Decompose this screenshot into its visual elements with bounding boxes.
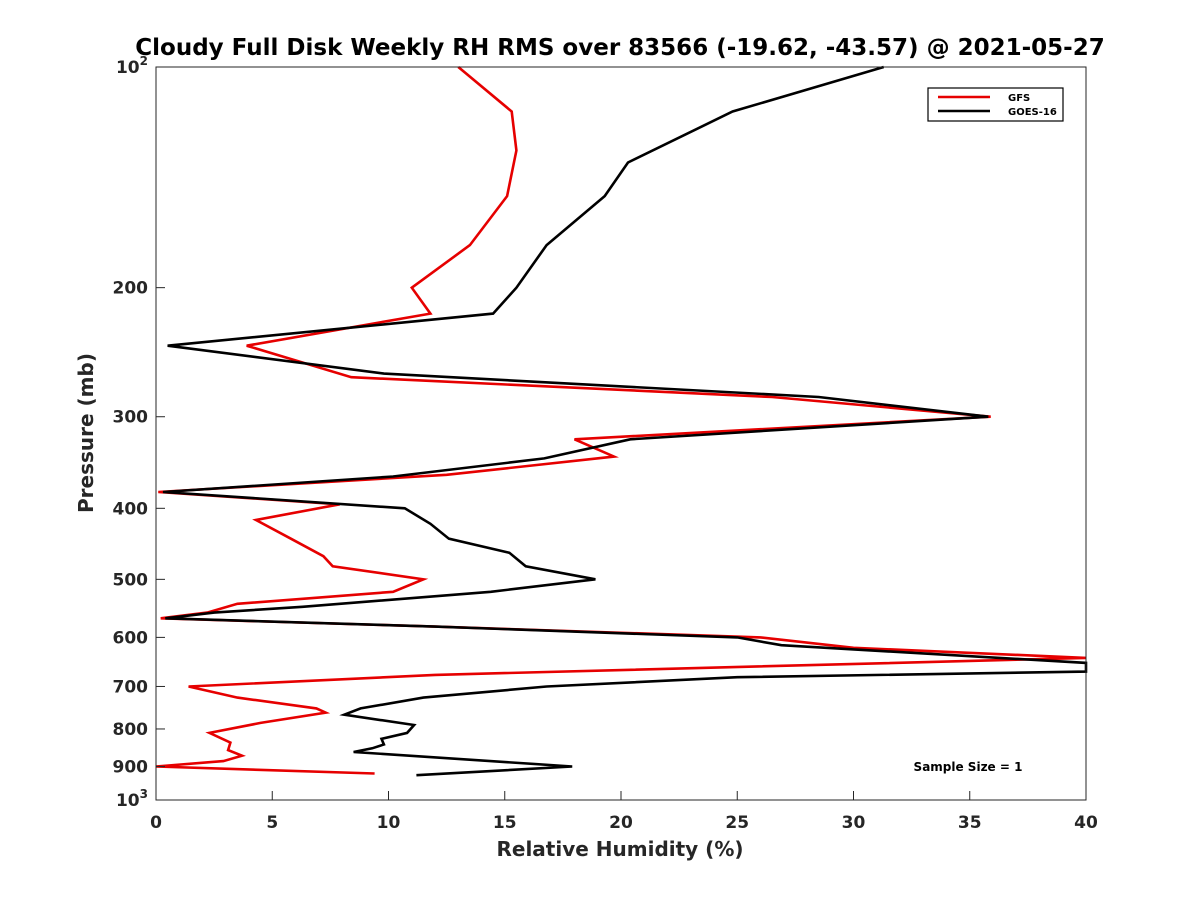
x-axis-label: Relative Humidity (%) bbox=[496, 837, 743, 861]
y-tick-label-exponent: 2 bbox=[140, 54, 148, 68]
y-tick-label: 103 bbox=[116, 787, 148, 811]
plot-frame bbox=[155, 66, 1087, 801]
x-tick-label: 5 bbox=[266, 813, 278, 833]
x-tick-label: 40 bbox=[1074, 813, 1098, 833]
y-tick-label-base: 200 bbox=[113, 279, 149, 299]
x-axis: 0 5 10 15 20 25 30 35 40 bbox=[150, 791, 1098, 833]
x-tick-label: 35 bbox=[958, 813, 982, 833]
series-line-gfs bbox=[155, 66, 1087, 775]
legend-box bbox=[927, 87, 1064, 122]
y-tick-label: 102 bbox=[116, 54, 148, 78]
y-axis-label: Pressure (mb) bbox=[74, 353, 98, 513]
legend-entry: GFS bbox=[1008, 93, 1030, 104]
x-tick-label: 10 bbox=[377, 813, 401, 833]
y-tick-label: 300 bbox=[113, 408, 149, 428]
y-tick-label-base: 700 bbox=[113, 677, 149, 697]
y-tick-label: 800 bbox=[113, 720, 149, 740]
y-tick-label: 600 bbox=[113, 628, 149, 648]
y-tick-label-base: 500 bbox=[113, 570, 149, 590]
chart-title: Cloudy Full Disk Weekly RH RMS over 8356… bbox=[135, 35, 1104, 61]
y-tick-label-base: 900 bbox=[113, 757, 149, 777]
x-tick-label: 20 bbox=[609, 813, 633, 833]
y-tick-label: 200 bbox=[113, 279, 149, 299]
y-tick-label: 900 bbox=[113, 757, 149, 777]
y-tick-label-base: 10 bbox=[116, 791, 140, 811]
y-tick-label-base: 10 bbox=[116, 58, 140, 78]
x-tick-label: 25 bbox=[725, 813, 749, 833]
y-tick-label: 400 bbox=[113, 499, 149, 519]
x-tick-label: 0 bbox=[150, 813, 162, 833]
y-tick-label-base: 400 bbox=[113, 499, 149, 519]
legend-entry: GOES-16 bbox=[1008, 107, 1057, 118]
plot-lines bbox=[155, 65, 1088, 777]
legend: GFS GOES-16 bbox=[927, 87, 1064, 122]
x-tick-label: 15 bbox=[493, 813, 517, 833]
x-tick-label: 30 bbox=[842, 813, 866, 833]
y-tick-label-base: 300 bbox=[113, 408, 149, 428]
sample-size-annotation: Sample Size = 1 bbox=[914, 760, 1023, 774]
y-tick-label: 700 bbox=[113, 677, 149, 697]
y-tick-label-base: 600 bbox=[113, 628, 149, 648]
y-tick-label-base: 800 bbox=[113, 720, 149, 740]
y-tick-label: 500 bbox=[113, 570, 149, 590]
y-tick-label-exponent: 3 bbox=[140, 787, 148, 801]
series-line-goes-16 bbox=[162, 65, 1088, 777]
